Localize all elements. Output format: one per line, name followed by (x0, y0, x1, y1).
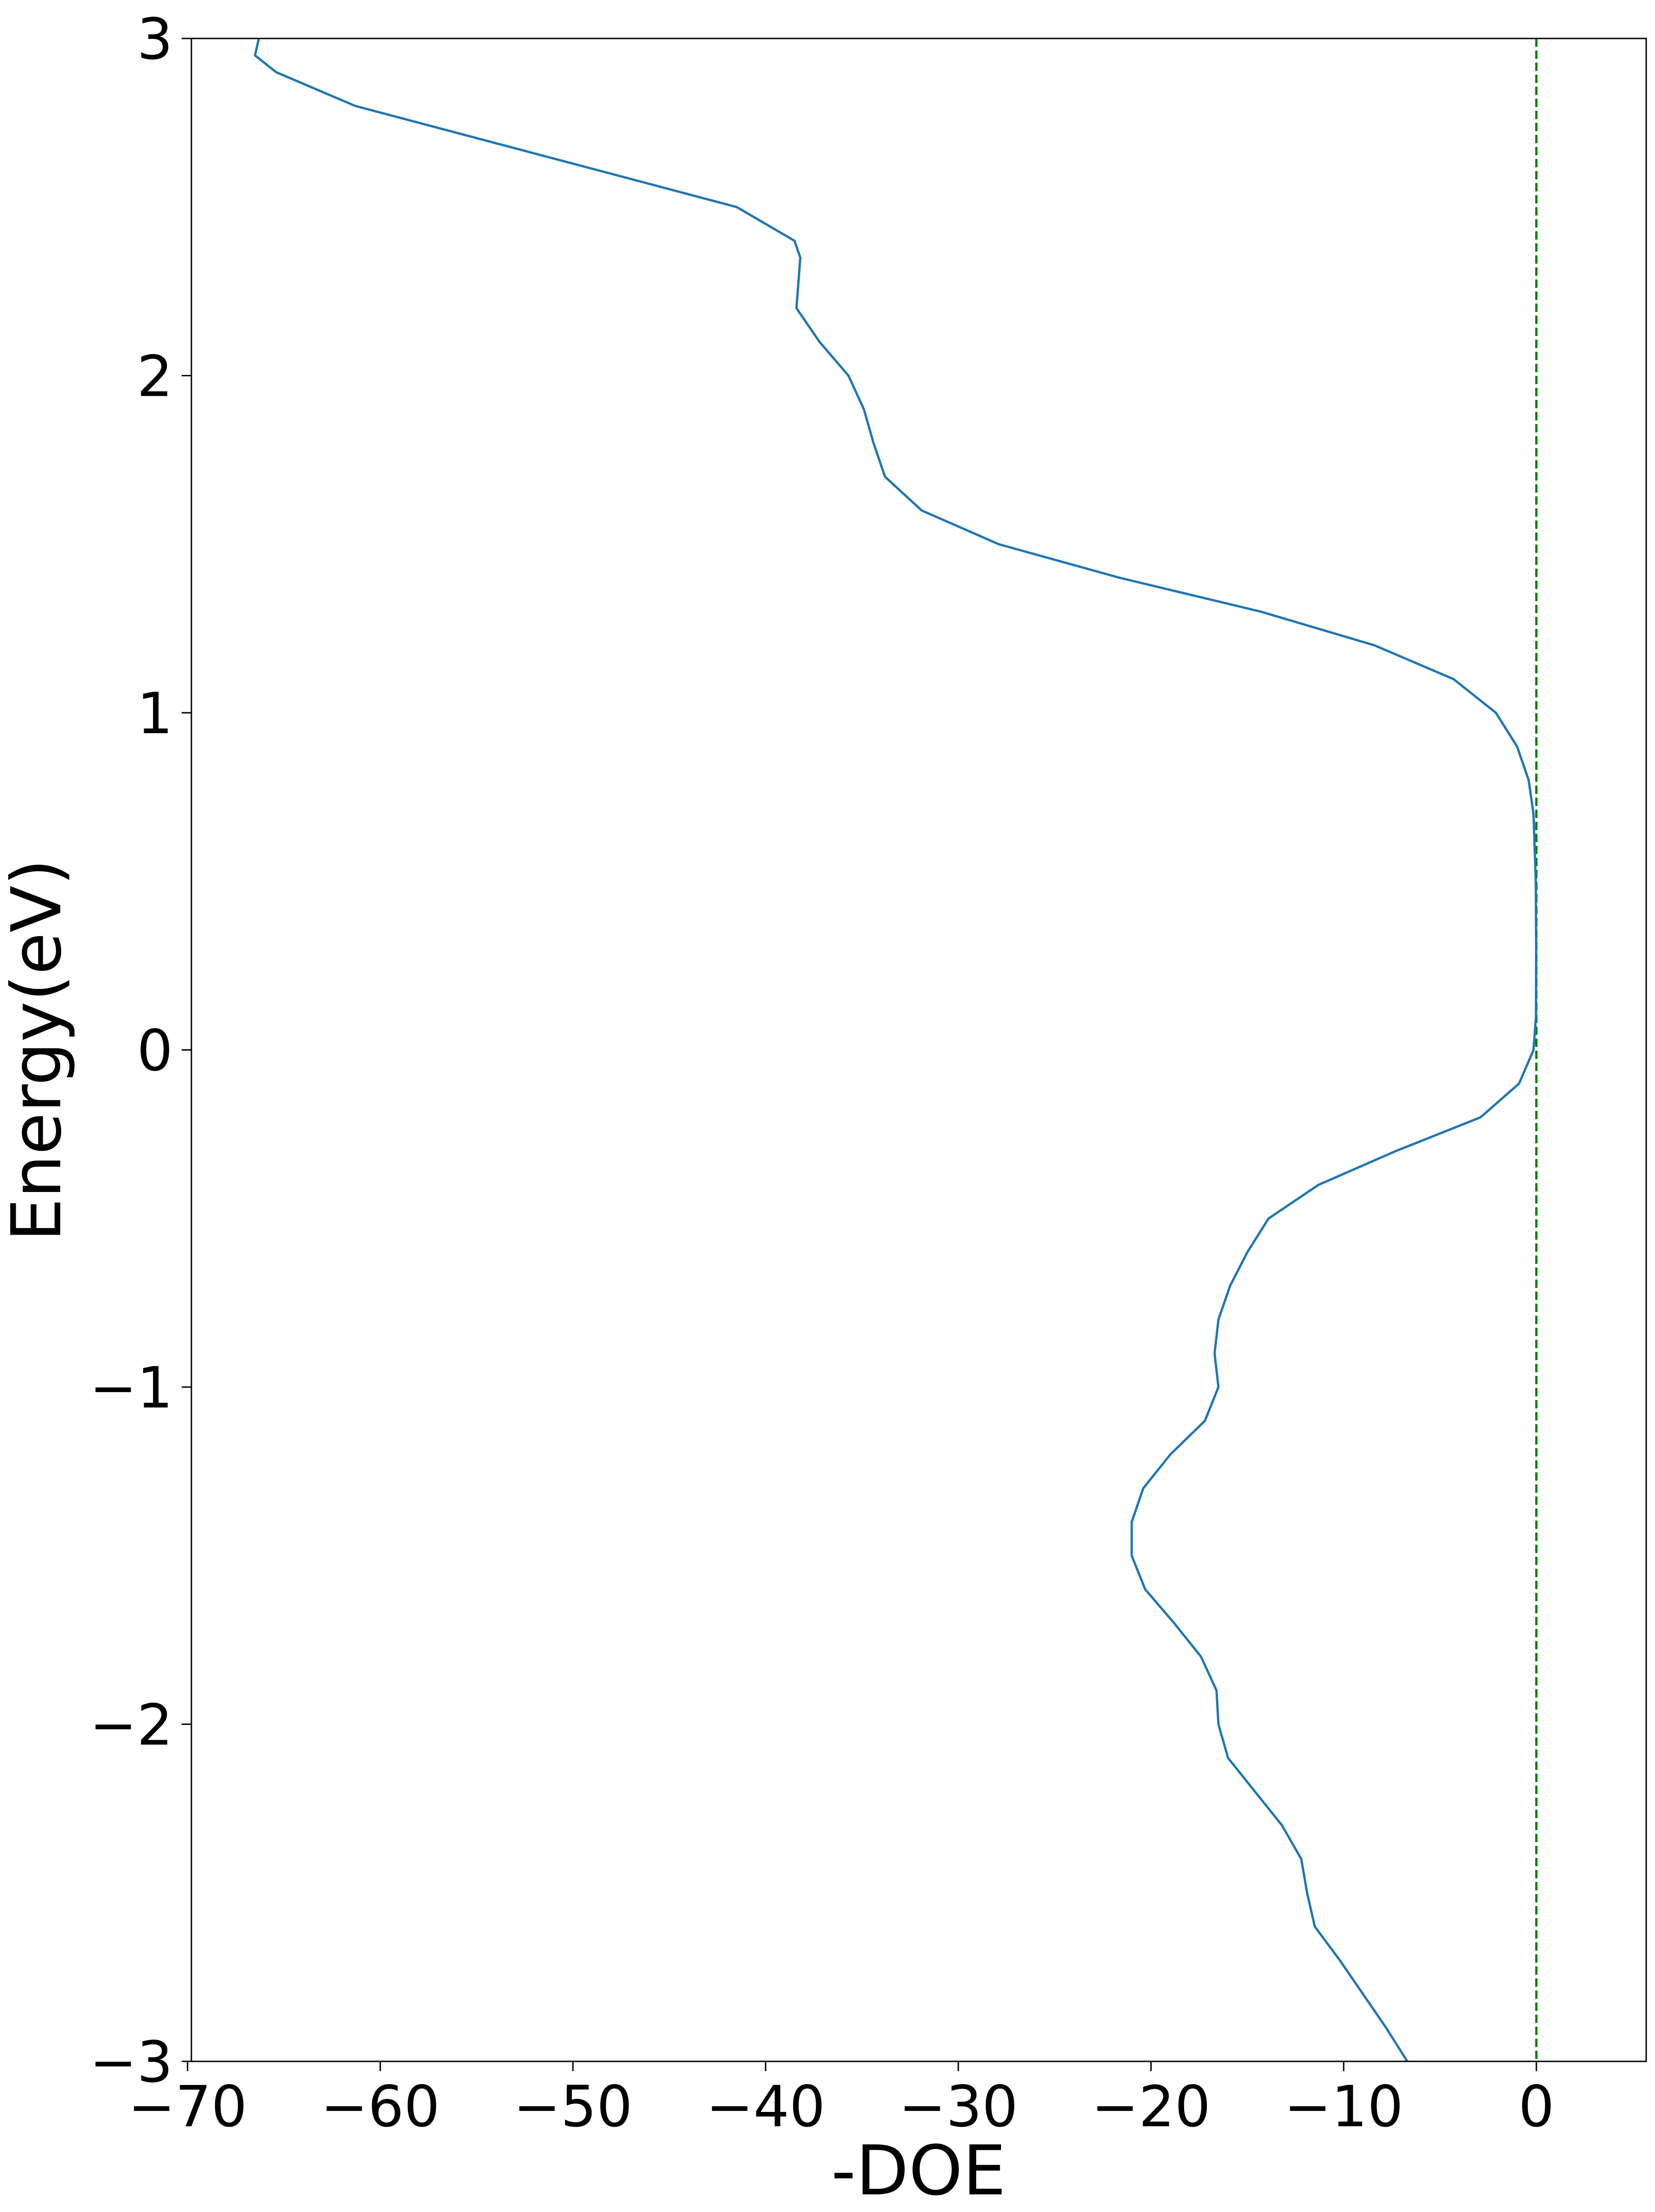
y-tick-label: 2 (137, 344, 173, 410)
y-tick-label: −3 (89, 2029, 173, 2095)
x-tick-label: −60 (321, 2074, 440, 2140)
x-tick-label: −20 (1091, 2074, 1211, 2140)
x-axis-label: -DOE (831, 2131, 1006, 2211)
y-tick-label: 1 (137, 681, 173, 747)
y-tick-label: 0 (137, 1018, 173, 1084)
y-axis-label: Energy(eV) (0, 859, 76, 1242)
x-tick-label: −70 (128, 2074, 247, 2140)
x-tick-label: −40 (706, 2074, 825, 2140)
x-tick-label: −50 (513, 2074, 632, 2140)
data-line (254, 38, 1538, 2062)
y-tick-label: −2 (89, 1692, 173, 1758)
x-tick-label: −10 (1284, 2074, 1403, 2140)
plot-frame (190, 38, 1647, 2062)
y-tick-label: −1 (89, 1355, 173, 1421)
x-tick-label: 0 (1518, 2074, 1554, 2140)
x-tick-label: −30 (899, 2074, 1018, 2140)
y-tick-label: 3 (137, 6, 173, 72)
